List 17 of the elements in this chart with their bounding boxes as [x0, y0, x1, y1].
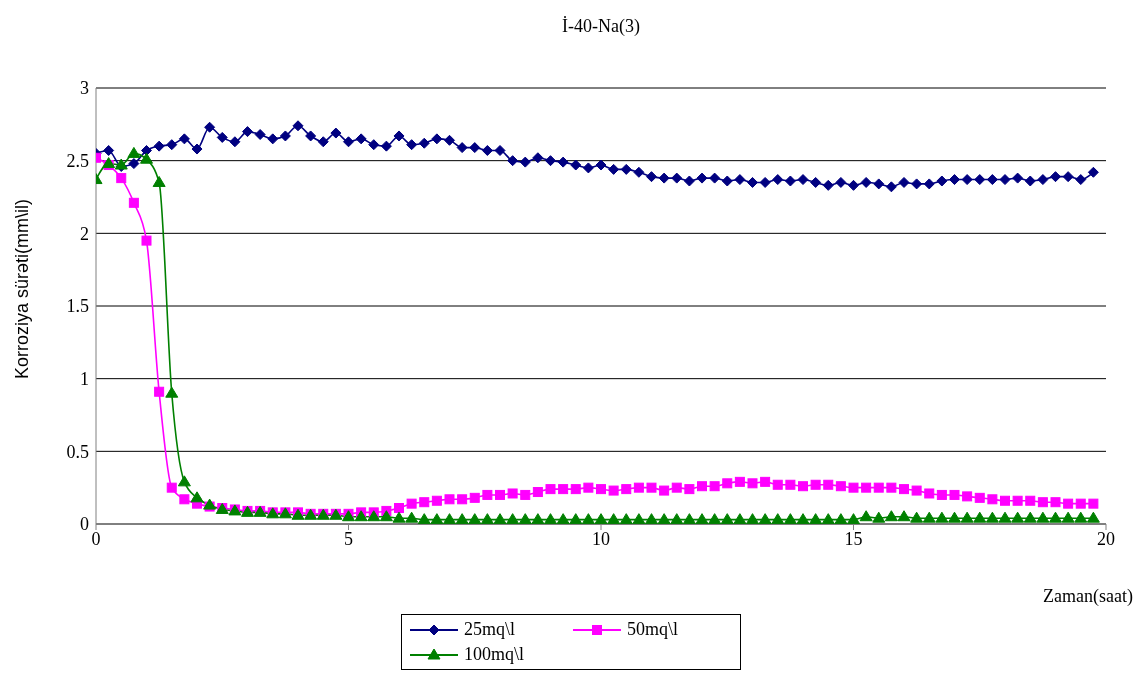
- y-tick-label: 1: [80, 369, 89, 390]
- x-tick-label: 10: [592, 528, 610, 549]
- y-tick-label: 2: [80, 223, 89, 244]
- y-tick-label: 1.5: [66, 296, 89, 317]
- y-tick-label: 2.5: [66, 151, 89, 172]
- x-tick-label: 20: [1097, 528, 1115, 549]
- y-axis-title: Korroziya sürəti(mm\il): [11, 198, 33, 380]
- y-tick-label: 0.5: [66, 441, 89, 462]
- chart-title: İ-40-Na(3): [561, 16, 641, 37]
- y-tick-label: 3: [80, 78, 89, 99]
- x-tick-label: 5: [344, 528, 353, 549]
- legend-label: 100mq\l: [464, 644, 525, 665]
- legend-label: 50mq\l: [627, 619, 679, 640]
- y-tick-label: 0: [80, 514, 89, 535]
- x-tick-label: 15: [844, 528, 863, 549]
- legend-label: 25mq\l: [464, 619, 516, 640]
- x-axis-title: Zaman(saat): [1043, 586, 1133, 607]
